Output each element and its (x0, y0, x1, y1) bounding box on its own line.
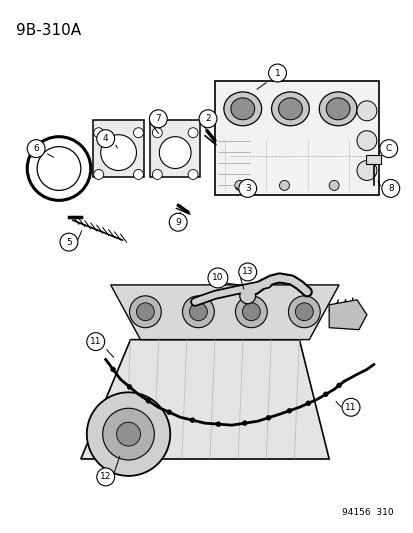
Text: 11: 11 (344, 403, 356, 412)
Circle shape (145, 398, 150, 403)
Circle shape (97, 468, 114, 486)
Circle shape (190, 418, 195, 423)
Circle shape (238, 180, 256, 197)
Circle shape (266, 415, 271, 420)
Text: 5: 5 (66, 238, 71, 247)
Ellipse shape (230, 98, 254, 120)
Ellipse shape (271, 92, 309, 126)
Ellipse shape (278, 98, 301, 120)
Circle shape (97, 130, 114, 148)
Circle shape (279, 181, 289, 190)
Circle shape (100, 135, 136, 171)
Text: 6: 6 (33, 144, 39, 153)
Text: 8: 8 (387, 184, 393, 193)
Circle shape (127, 384, 132, 389)
Circle shape (356, 131, 376, 151)
Text: 13: 13 (241, 268, 253, 277)
Circle shape (356, 160, 376, 181)
Circle shape (133, 169, 143, 180)
Circle shape (238, 263, 256, 281)
Circle shape (199, 110, 216, 128)
FancyBboxPatch shape (214, 81, 378, 196)
Polygon shape (81, 340, 328, 459)
Circle shape (207, 268, 227, 288)
Circle shape (341, 398, 359, 416)
Circle shape (323, 392, 328, 397)
Text: 2: 2 (205, 114, 210, 123)
Text: C: C (385, 144, 391, 153)
Circle shape (152, 128, 162, 138)
Circle shape (152, 169, 162, 180)
Circle shape (381, 180, 399, 197)
Circle shape (159, 136, 191, 168)
Circle shape (242, 421, 247, 426)
Polygon shape (328, 300, 366, 330)
Ellipse shape (223, 92, 261, 126)
Circle shape (166, 410, 171, 415)
Circle shape (288, 296, 320, 328)
Circle shape (27, 140, 45, 158)
Circle shape (133, 128, 143, 138)
Circle shape (305, 401, 310, 406)
Text: 12: 12 (100, 472, 111, 481)
Ellipse shape (325, 98, 349, 120)
FancyBboxPatch shape (93, 120, 144, 177)
Text: 7: 7 (155, 114, 161, 123)
Circle shape (149, 110, 167, 128)
Circle shape (169, 213, 187, 231)
Circle shape (87, 333, 104, 351)
Circle shape (110, 367, 115, 372)
Circle shape (295, 303, 313, 321)
Text: 11: 11 (90, 337, 101, 346)
Circle shape (328, 181, 338, 190)
Circle shape (268, 64, 286, 82)
Text: 3: 3 (244, 184, 250, 193)
Circle shape (286, 408, 291, 413)
Circle shape (188, 169, 197, 180)
Circle shape (136, 303, 154, 321)
Text: 4: 4 (102, 134, 108, 143)
Circle shape (87, 392, 170, 476)
Circle shape (379, 140, 397, 158)
Circle shape (60, 233, 78, 251)
Text: 9B-310A: 9B-310A (16, 23, 81, 38)
Circle shape (129, 296, 161, 328)
Circle shape (102, 408, 154, 460)
FancyBboxPatch shape (150, 120, 199, 177)
Circle shape (234, 181, 244, 190)
Circle shape (93, 169, 103, 180)
FancyBboxPatch shape (366, 155, 380, 164)
Circle shape (189, 303, 207, 321)
Circle shape (336, 383, 341, 388)
Text: 94156  310: 94156 310 (341, 508, 393, 516)
Circle shape (239, 288, 255, 304)
Text: 10: 10 (212, 273, 223, 282)
Text: 1: 1 (274, 69, 280, 77)
Circle shape (182, 296, 214, 328)
Circle shape (235, 296, 267, 328)
Circle shape (116, 422, 140, 446)
Circle shape (93, 128, 103, 138)
Text: 9: 9 (175, 218, 180, 227)
Circle shape (216, 422, 221, 426)
Circle shape (188, 128, 197, 138)
Polygon shape (110, 285, 338, 340)
Circle shape (242, 303, 260, 321)
Circle shape (356, 101, 376, 121)
Ellipse shape (318, 92, 356, 126)
